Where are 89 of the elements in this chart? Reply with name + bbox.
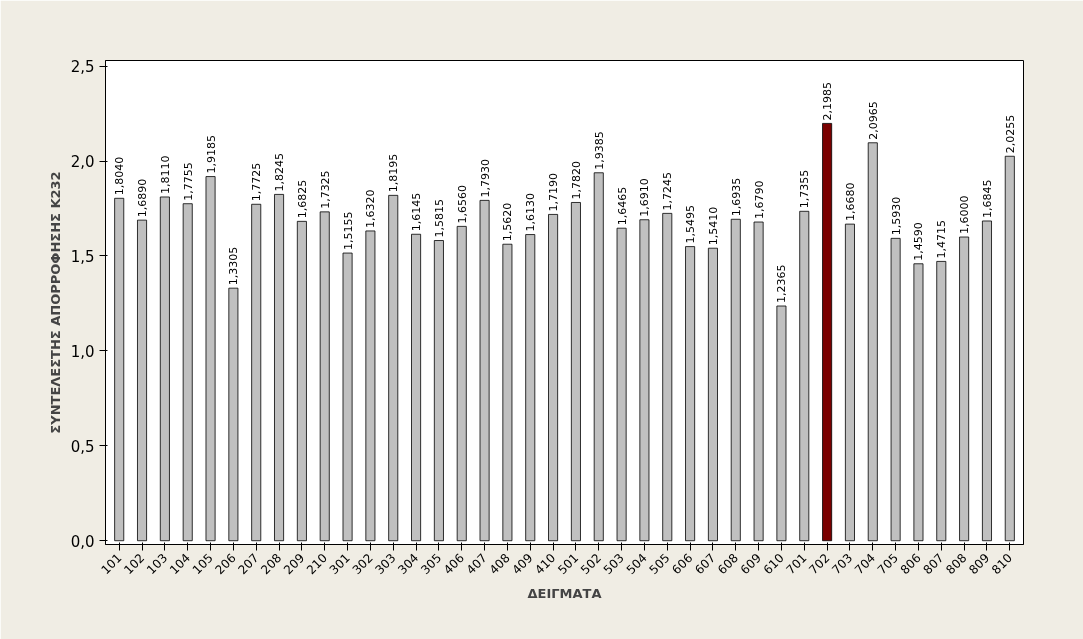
data-label: 2,1985 bbox=[821, 81, 835, 121]
bar bbox=[365, 230, 376, 542]
y-tick-label: 2,5 bbox=[70, 58, 95, 77]
bar bbox=[570, 202, 581, 542]
data-label: 1,5815 bbox=[432, 199, 446, 238]
bar bbox=[182, 203, 193, 542]
bar bbox=[479, 199, 490, 542]
data-label: 1,6825 bbox=[295, 179, 309, 219]
bar bbox=[616, 227, 627, 542]
data-label: 1,3305 bbox=[227, 246, 241, 286]
data-label: 1,8195 bbox=[387, 153, 401, 193]
data-label: 1,7355 bbox=[798, 169, 812, 209]
bar bbox=[959, 236, 970, 542]
data-label: 1,6000 bbox=[958, 195, 972, 235]
data-label: 1,6845 bbox=[980, 179, 994, 218]
bar bbox=[639, 219, 650, 542]
bar bbox=[753, 221, 764, 542]
y-axis-title: ΣΥΝΤΕΛΕΣΤΗΣ ΑΠΟΡΡΟΦΗΣΗΣ K232 bbox=[47, 171, 63, 434]
data-label: 1,5410 bbox=[706, 206, 720, 246]
data-label: 1,7725 bbox=[250, 162, 264, 202]
bar bbox=[822, 123, 833, 542]
bar bbox=[799, 210, 810, 542]
bar bbox=[913, 263, 924, 542]
data-label: 1,5930 bbox=[889, 196, 903, 236]
data-label: 1,7820 bbox=[569, 160, 583, 200]
data-label: 1,6680 bbox=[843, 182, 857, 222]
bar bbox=[867, 142, 878, 542]
data-label: 1,5495 bbox=[684, 205, 698, 244]
bar bbox=[137, 219, 147, 542]
bar bbox=[548, 214, 559, 542]
data-label: 1,9385 bbox=[592, 131, 606, 170]
data-label: 1,5620 bbox=[501, 202, 515, 242]
data-label: 1,6130 bbox=[524, 193, 538, 232]
data-label: 1,6790 bbox=[752, 180, 766, 220]
y-tick-label: 0,0 bbox=[70, 532, 95, 551]
data-label: 1,8245 bbox=[273, 152, 287, 192]
data-label: 1,4590 bbox=[912, 222, 926, 261]
data-label: 1,6320 bbox=[364, 189, 378, 228]
x-axis-title: ΔΕΙΓΜΑΤΑ bbox=[527, 586, 602, 602]
bar bbox=[525, 234, 536, 542]
bar bbox=[456, 225, 467, 542]
y-tick-label: 1,0 bbox=[70, 342, 95, 361]
bar bbox=[936, 261, 947, 542]
bar bbox=[114, 197, 125, 542]
data-label: 1,7930 bbox=[478, 158, 492, 198]
bar bbox=[844, 223, 855, 542]
bar bbox=[890, 237, 901, 542]
bar bbox=[730, 218, 741, 542]
data-label: 1,2365 bbox=[775, 264, 789, 304]
bar bbox=[593, 172, 604, 542]
y-tick-label: 2,0 bbox=[70, 153, 95, 172]
data-label: 2,0255 bbox=[1003, 114, 1017, 154]
data-label: 1,7755 bbox=[181, 162, 195, 201]
bar bbox=[411, 233, 422, 542]
data-label: 1,7325 bbox=[318, 170, 332, 209]
data-label: 2,0965 bbox=[866, 101, 880, 140]
bar bbox=[319, 211, 330, 542]
bar bbox=[159, 196, 170, 542]
bar bbox=[251, 203, 262, 542]
bar bbox=[388, 194, 399, 542]
data-label: 1,4715 bbox=[935, 219, 949, 259]
data-label: 1,9185 bbox=[204, 135, 218, 174]
data-label: 1,6890 bbox=[136, 178, 150, 218]
bar bbox=[296, 220, 307, 542]
data-label: 1,7190 bbox=[547, 172, 561, 212]
bar bbox=[342, 252, 353, 542]
data-label: 1,6935 bbox=[729, 177, 743, 217]
data-label: 1,6910 bbox=[638, 178, 652, 217]
x-tick-label: 705 bbox=[874, 550, 901, 577]
bar bbox=[433, 240, 444, 542]
data-label: 1,7245 bbox=[661, 171, 675, 211]
data-label: 1,8110 bbox=[158, 155, 172, 194]
bar bbox=[205, 176, 216, 542]
data-label: 1,5155 bbox=[341, 211, 355, 251]
bar bbox=[228, 287, 239, 542]
y-tick-label: 0,5 bbox=[70, 437, 95, 456]
data-label: 1,8040 bbox=[113, 156, 127, 196]
bar bbox=[707, 247, 718, 542]
y-tick-label: 1,5 bbox=[70, 248, 95, 266]
bar bbox=[662, 212, 673, 542]
data-label: 1,6465 bbox=[615, 186, 629, 226]
bar bbox=[685, 246, 696, 542]
bar bbox=[274, 194, 285, 542]
data-label: 1,6560 bbox=[455, 184, 469, 224]
bar bbox=[776, 305, 787, 542]
bar bbox=[502, 243, 513, 542]
bar bbox=[1004, 155, 1015, 542]
bar bbox=[982, 220, 992, 542]
data-label: 1,6145 bbox=[410, 192, 424, 232]
